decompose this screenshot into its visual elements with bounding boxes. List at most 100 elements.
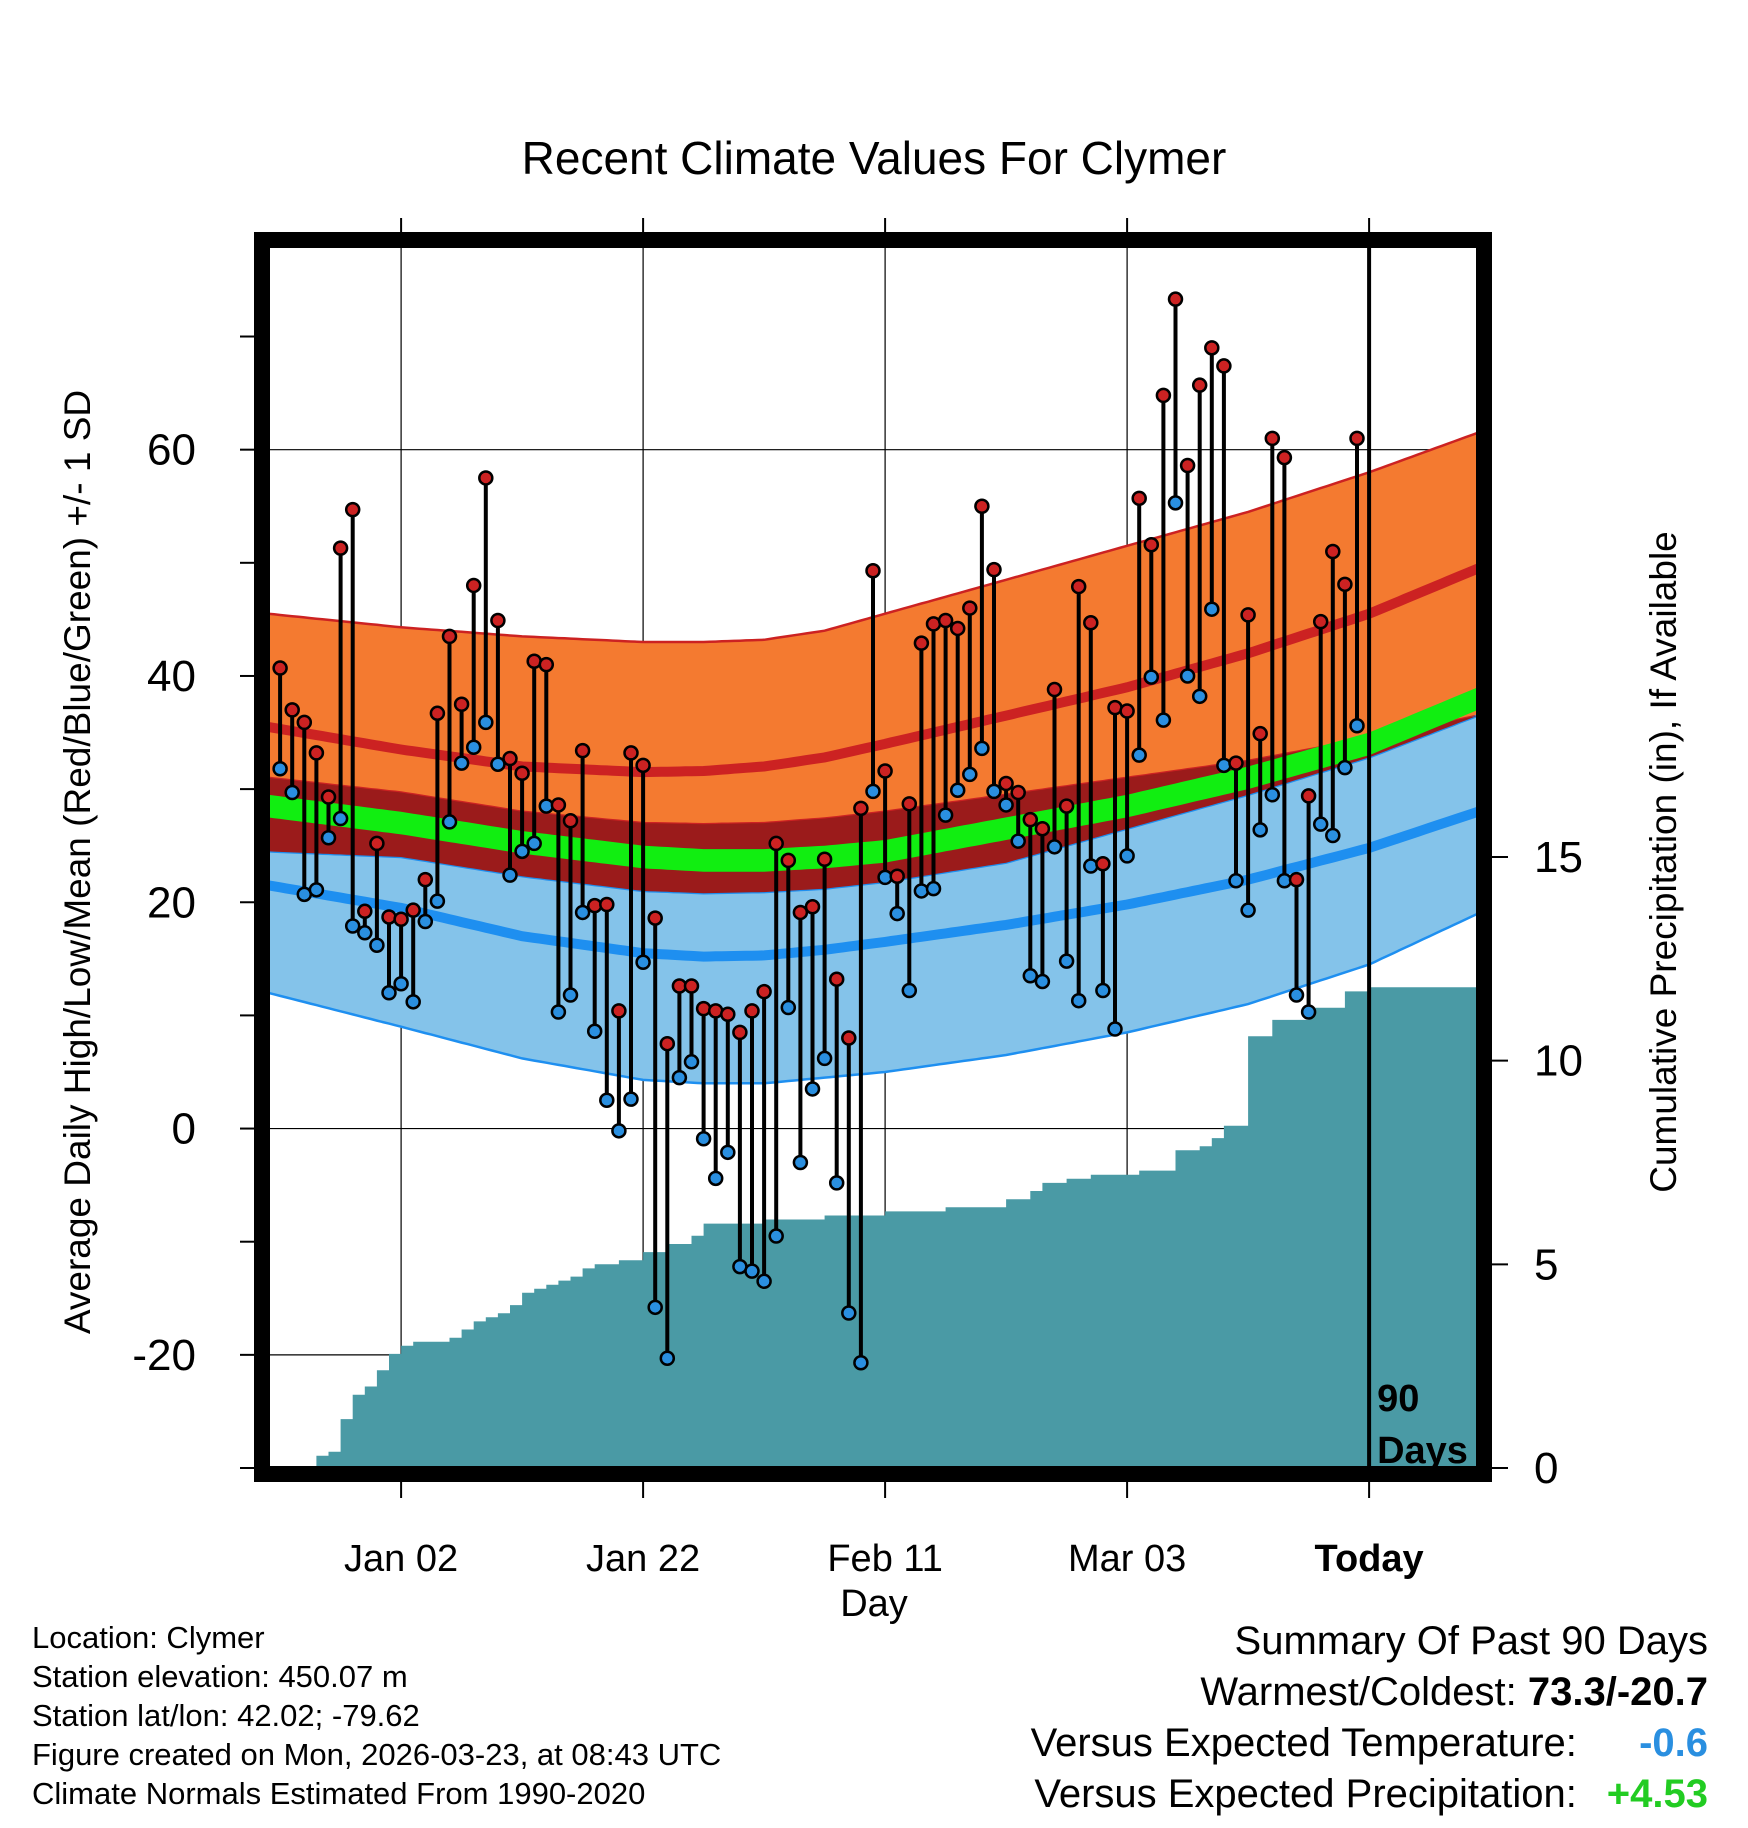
high-point	[780, 852, 797, 869]
high-point	[732, 1024, 748, 1041]
summary-panel: Summary Of Past 90 Days Warmest/Coldest:…	[1031, 1616, 1708, 1820]
high-point	[1010, 784, 1026, 801]
high-point	[574, 742, 591, 759]
high-point	[695, 1000, 712, 1017]
low-point	[465, 739, 482, 755]
high-point	[1288, 871, 1305, 888]
high-point	[683, 978, 700, 994]
daily-points	[272, 291, 1365, 1371]
station-elevation: Station elevation: 450.07 m	[32, 1659, 408, 1694]
low-point	[671, 1069, 688, 1086]
y-tick-label: 60	[147, 426, 196, 475]
station-latlon: Station lat/lon: 42.02; -79.62	[32, 1698, 420, 1733]
summary-temp: Versus Expected Temperature: -0.6	[1031, 1718, 1708, 1769]
high-point	[369, 835, 385, 852]
low-point	[550, 1004, 567, 1020]
precip-area	[304, 987, 1478, 1468]
high-point	[1204, 340, 1220, 356]
low-point	[1204, 601, 1220, 617]
low-point	[1107, 1021, 1123, 1037]
high-point	[1131, 490, 1147, 507]
high-point	[865, 562, 881, 579]
low-point	[1325, 827, 1341, 844]
high-point	[1095, 856, 1111, 872]
low-point	[683, 1054, 700, 1070]
high-point	[429, 705, 446, 722]
low-point	[695, 1130, 712, 1147]
low-point	[792, 1154, 809, 1171]
low-point	[332, 810, 349, 827]
high-point	[611, 1003, 627, 1019]
x-tick-label: Feb 11	[827, 1538, 942, 1580]
warm-cold-label: Warmest/Coldest:	[1200, 1670, 1517, 1714]
normals-period: Climate Normals Estimated From 1990-2020	[32, 1776, 646, 1811]
high-point	[1022, 811, 1039, 828]
high-point	[381, 909, 397, 925]
y-tick-label: 40	[147, 652, 196, 701]
low-point	[1058, 953, 1075, 969]
y-tick-label: 0	[172, 1105, 196, 1154]
summary-precip: Versus Expected Precipitation: +4.53	[1031, 1769, 1708, 1820]
high-point	[877, 763, 893, 779]
high-point	[453, 696, 470, 712]
low-point	[526, 835, 542, 852]
high-point	[647, 910, 663, 926]
high-point	[659, 1035, 676, 1052]
chart-title: Recent Climate Values For Clymer	[522, 132, 1227, 184]
low-point	[441, 814, 458, 830]
low-point	[1337, 759, 1353, 776]
high-point	[393, 911, 409, 927]
low-point	[586, 1023, 603, 1039]
high-point	[1349, 430, 1365, 447]
high-point	[465, 577, 482, 594]
low-point	[1240, 902, 1256, 918]
low-point	[635, 954, 651, 970]
high-point	[1070, 578, 1087, 595]
low-point	[623, 1091, 639, 1107]
high-point	[998, 775, 1014, 792]
low-point	[381, 985, 397, 1001]
high-point	[1034, 820, 1051, 837]
low-point	[405, 994, 421, 1010]
low-point	[889, 905, 905, 922]
low-point	[417, 913, 434, 930]
low-point	[369, 937, 385, 954]
low-point	[562, 987, 579, 1003]
low-point	[768, 1228, 784, 1244]
y2-tick-label: 0	[1534, 1444, 1558, 1493]
low-point	[429, 893, 446, 909]
low-point	[1179, 668, 1196, 684]
high-point	[1300, 788, 1317, 804]
low-point	[514, 843, 530, 860]
high-point	[514, 765, 530, 782]
high-point	[1337, 576, 1353, 593]
figure-created: Figure created on Mon, 2026-03-23, at 08…	[32, 1737, 722, 1772]
low-point	[1022, 968, 1039, 984]
high-point	[357, 903, 373, 920]
plot-border	[254, 232, 1492, 1482]
high-point	[332, 540, 349, 556]
low-point	[816, 1050, 833, 1067]
low-point	[1252, 822, 1268, 838]
high-point	[768, 835, 784, 852]
low-point	[1046, 839, 1063, 855]
high-point	[1179, 457, 1196, 474]
low-point	[913, 883, 930, 899]
y2-axis-label: Cumulative Precipitation (in), If Availa…	[1643, 531, 1684, 1193]
low-point	[1216, 757, 1232, 774]
low-point	[1349, 717, 1365, 734]
low-point	[1300, 1004, 1317, 1020]
plot-frame: 90 Days	[254, 232, 1492, 1482]
high-point	[1240, 607, 1256, 623]
summary-warm-cold: Warmest/Coldest: 73.3/-20.7	[1031, 1667, 1708, 1718]
high-point	[1191, 377, 1208, 393]
precip-value: +4.53	[1606, 1772, 1708, 1816]
low-point	[284, 784, 300, 801]
low-point	[937, 807, 954, 823]
high-point	[623, 745, 639, 761]
high-point	[901, 796, 918, 812]
low-point	[1083, 858, 1099, 874]
low-point	[453, 755, 470, 771]
high-point	[550, 797, 567, 813]
y-tick-label: 20	[147, 878, 196, 927]
